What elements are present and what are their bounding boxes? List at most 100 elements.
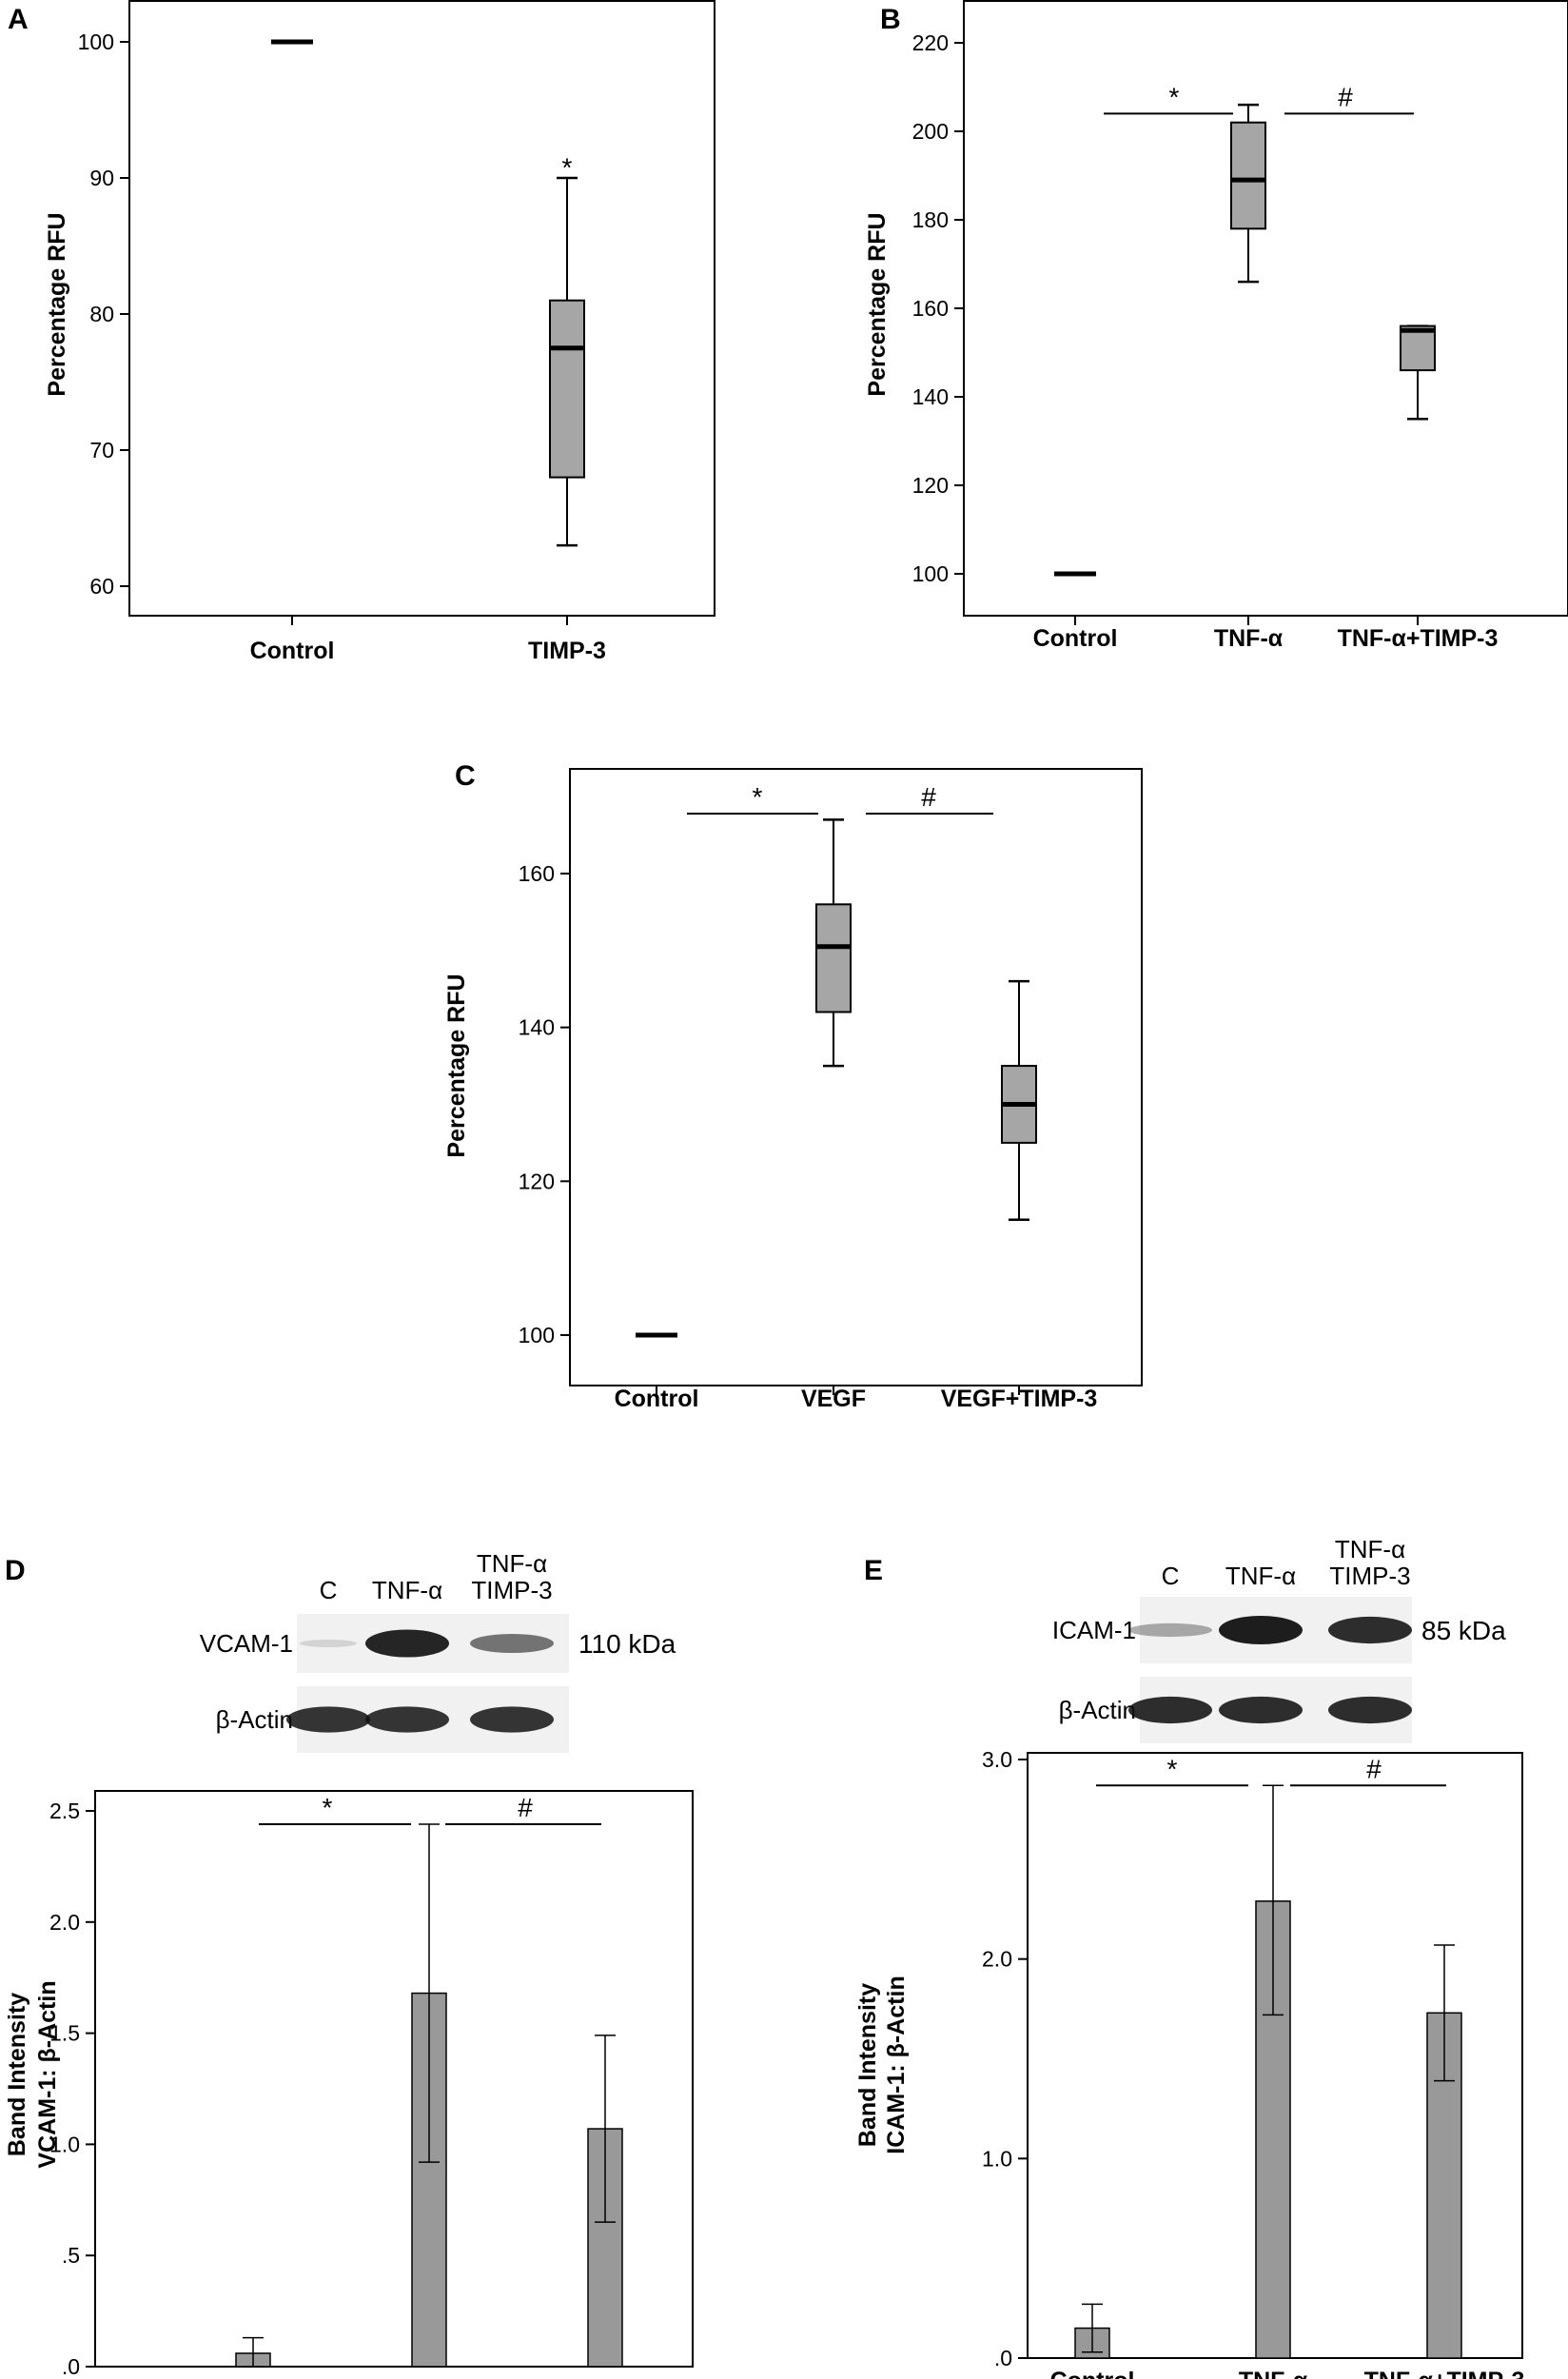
blot-size-label: 85 kDa [1421, 1616, 1506, 1645]
x-category-label: TNF-α+TIMP-3 [1338, 625, 1499, 652]
y-axis-title-line1: Band Intensity [4, 1993, 30, 2156]
panel-a: A 60 70 80 90 100 Control TIMP-3 Percentage RFU * [8, 0, 715, 664]
x-category-label: Control [211, 2376, 296, 2379]
y-tick-label: 120 [519, 1169, 555, 1193]
blot-lane-label-2-line2: TIMP-3 [1329, 1562, 1410, 1590]
significance-marker-1: # [518, 1793, 533, 1822]
blot-band-0-1 [1219, 1616, 1303, 1644]
x-category-label: Control [615, 1386, 699, 1412]
blot-band-0-0 [1128, 1622, 1212, 1638]
blot-size-label: 110 kDa [578, 1629, 676, 1659]
blot-lane-label-2-line2: TIMP-3 [471, 1576, 552, 1604]
blot-band-1-0 [1128, 1696, 1212, 1724]
panel-letter-e: E [864, 1555, 883, 1586]
blot-band-0-0 [300, 1640, 357, 1647]
significance-marker-0: * [323, 1793, 333, 1822]
x-category-label: VEGF+TIMP-3 [941, 1386, 1098, 1412]
blot-lane-label-0: C [320, 1576, 338, 1604]
y-axis-title: Percentage RFU [44, 212, 70, 396]
blot-band-label-1: β-Actin [1059, 1696, 1136, 1724]
blot-lane-label-0: C [1162, 1562, 1180, 1590]
significance-marker-0: * [753, 782, 763, 812]
blot-band-1-1 [365, 1706, 449, 1733]
blot-band-label-0: VCAM-1 [200, 1629, 293, 1658]
blot-band-1-2 [1328, 1696, 1412, 1724]
y-tick-label: 80 [89, 302, 114, 326]
x-category-label: Control [250, 638, 335, 664]
y-tick-label: 140 [519, 1015, 555, 1040]
y-axis-title: Percentage RFU [864, 212, 891, 396]
y-axis-title-line2: VCAM-1: β-Actin [34, 1980, 61, 2168]
y-tick-label: 100 [78, 29, 114, 54]
y-tick-label: 60 [89, 574, 114, 599]
y-axis-title-line2: ICAM-1: β-Actin [883, 1976, 910, 2153]
x-category-label: TNF-α+TIMP-3 [525, 2376, 686, 2379]
y-tick-label: 200 [912, 119, 949, 144]
y-tick-label: 90 [89, 166, 114, 190]
plot-frame [963, 0, 1568, 617]
panel-letter-d: D [5, 1555, 26, 1586]
x-category-label: TNF-α+TIMP-3 [1364, 2368, 1525, 2379]
significance-marker-1: # [1366, 1754, 1382, 1783]
y-tick-label: 180 [912, 207, 949, 232]
y-axis-title: Percentage RFU [443, 973, 470, 1157]
box-1 [815, 903, 852, 1013]
x-category-label: Control [1050, 2368, 1135, 2379]
box-1 [549, 299, 585, 479]
significance-marker: * [562, 153, 573, 183]
blot-band-label-0: ICAM-1 [1052, 1616, 1136, 1644]
blot-band-label-1: β-Actin [216, 1705, 293, 1734]
box-2 [1400, 324, 1436, 372]
y-tick-label: 1.0 [982, 2146, 1012, 2171]
y-tick-label: 120 [912, 473, 949, 498]
y-tick-label: 140 [912, 384, 949, 409]
significance-marker-0: * [1167, 1754, 1178, 1783]
x-category-label: TIMP-3 [528, 638, 606, 664]
blot-band-1-1 [1219, 1696, 1303, 1724]
y-tick-label: 3.0 [982, 1747, 1012, 1772]
x-category-label: Control [1033, 625, 1118, 652]
y-tick-label: 70 [89, 438, 114, 462]
panel-letter-c: C [455, 760, 476, 792]
plot-frame [94, 1790, 694, 2368]
y-tick-label: 1.5 [49, 2021, 80, 2046]
plot-frame [569, 768, 1143, 1386]
panel-letter-a: A [8, 4, 29, 35]
blot-band-0-1 [365, 1629, 449, 1658]
blot-band-1-2 [470, 1706, 554, 1733]
blot-lane-label-1: TNF-α [1225, 1562, 1296, 1590]
y-tick-label: 2.0 [982, 1947, 1012, 1972]
y-tick-label: 2.5 [49, 1799, 80, 1823]
y-tick-label: 1.0 [49, 2132, 80, 2156]
blot-lane-label-2: TNF-α [477, 1549, 547, 1578]
box-1 [1230, 121, 1266, 230]
y-tick-label: .0 [62, 2354, 80, 2379]
x-category-label: TNF-α [1239, 2368, 1308, 2379]
blot-band-1-0 [286, 1706, 370, 1733]
y-tick-label: 2.0 [49, 1910, 80, 1935]
x-category-label: TNF-α [395, 2376, 464, 2379]
blot-band-0-2 [1328, 1616, 1412, 1644]
significance-marker-1: # [1338, 82, 1353, 111]
panel-b: B 100 120 140 160 180 200 220 Control TNF-α TNF-α+… [864, 0, 1568, 652]
plot-frame [128, 0, 715, 617]
y-tick-label: 160 [519, 861, 555, 886]
x-category-label: VEGF [801, 1386, 866, 1412]
y-tick-label: .5 [62, 2243, 80, 2268]
blot-band-0-2 [470, 1633, 554, 1654]
y-tick-label: 220 [912, 30, 949, 55]
y-tick-label: .0 [994, 2346, 1012, 2370]
significance-marker-0: * [1169, 82, 1180, 111]
blot-lane-label-1: TNF-α [372, 1576, 442, 1604]
panel-letter-b: B [880, 4, 901, 35]
significance-marker-1: # [921, 782, 936, 812]
blot-lane-label-2: TNF-α [1335, 1535, 1405, 1563]
y-tick-label: 100 [519, 1323, 555, 1347]
y-axis-title-line1: Band Intensity [854, 1983, 881, 2147]
x-category-label: TNF-α [1214, 625, 1284, 652]
y-tick-label: 160 [912, 296, 949, 321]
y-tick-label: 100 [912, 561, 949, 586]
